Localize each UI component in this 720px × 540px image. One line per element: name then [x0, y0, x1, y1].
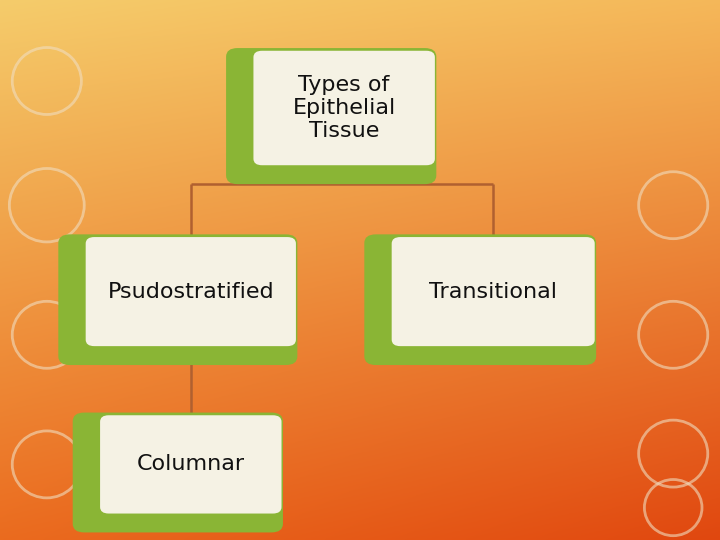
FancyBboxPatch shape [226, 48, 436, 184]
FancyBboxPatch shape [253, 51, 435, 165]
FancyBboxPatch shape [364, 234, 596, 365]
FancyBboxPatch shape [392, 237, 595, 346]
FancyBboxPatch shape [86, 237, 296, 346]
Text: Transitional: Transitional [429, 281, 557, 302]
FancyBboxPatch shape [58, 234, 297, 365]
Text: Psudostratified: Psudostratified [107, 281, 274, 302]
Text: Columnar: Columnar [137, 454, 245, 475]
FancyBboxPatch shape [73, 413, 283, 532]
Text: Types of
Epithelial
Tissue: Types of Epithelial Tissue [292, 75, 396, 141]
FancyBboxPatch shape [100, 415, 282, 514]
